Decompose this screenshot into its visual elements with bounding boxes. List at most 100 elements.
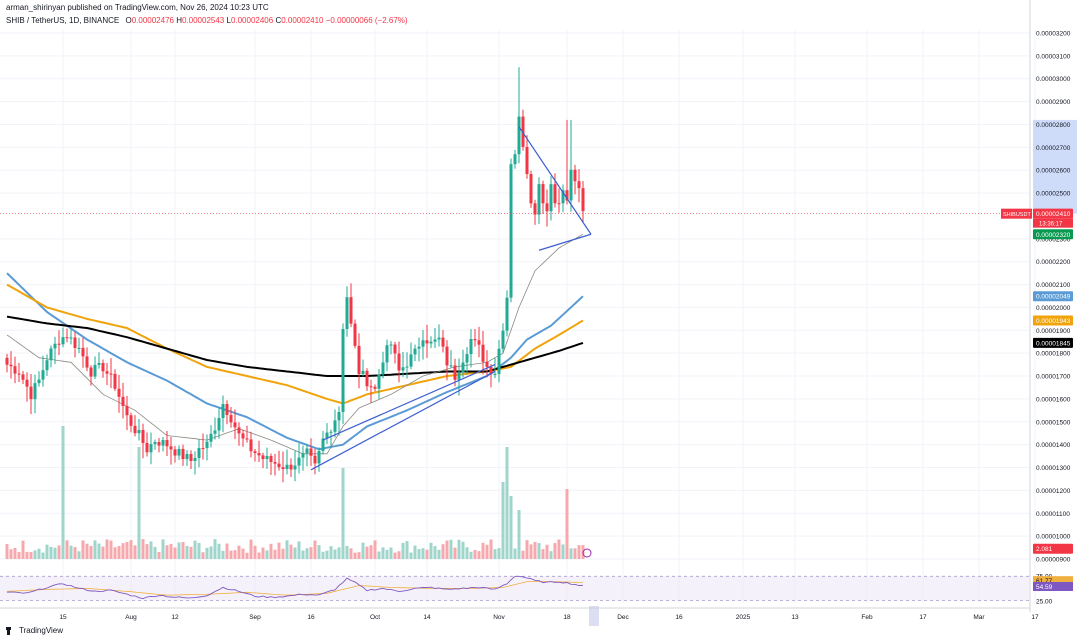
price-tick-label: 0.00001900	[1036, 328, 1071, 335]
volume-bar	[437, 549, 441, 559]
volume-bar	[65, 540, 69, 559]
candle-body	[125, 405, 129, 416]
volume-bar	[201, 552, 205, 559]
candle-body	[21, 374, 25, 380]
candle-body	[121, 396, 125, 406]
candle-body	[381, 362, 385, 375]
volume-bar	[413, 545, 417, 559]
change-value: −0.00000066 (−2.67%)	[325, 16, 408, 25]
price-tick-label: 0.00001400	[1036, 442, 1071, 449]
candle-body	[541, 184, 545, 204]
trendline	[518, 126, 592, 235]
candle-body	[273, 461, 277, 464]
volume-bar	[177, 542, 181, 559]
candle-body	[393, 344, 397, 354]
volume-bar	[189, 546, 193, 559]
volume-bar	[537, 543, 541, 559]
volume-bar	[505, 447, 509, 559]
symbol-legend: SHIB / TetherUS, 1D, BINANCE O0.00002476…	[6, 16, 408, 25]
candle-body	[485, 361, 489, 367]
candle-body	[41, 370, 45, 380]
volume-bar	[257, 552, 261, 559]
volume-bar	[329, 546, 333, 559]
open-label: O	[125, 16, 132, 25]
candle-body	[221, 404, 225, 419]
volume-bar	[237, 545, 241, 559]
time-axis-labels: 15 Aug 12 Sep 16 Oct 14 Nov 18 Dec 16 2025 13 Feb 17 Ma…	[59, 614, 1039, 621]
volume-bar	[169, 543, 173, 559]
candle-body	[437, 337, 441, 340]
candle-body	[185, 453, 189, 460]
candle-body	[181, 448, 185, 460]
price-tick-label: 0.00001800	[1036, 351, 1071, 358]
candle-body	[281, 467, 285, 470]
volume-bar	[81, 540, 85, 559]
time-tick-label: Sep	[249, 614, 261, 621]
volume-bar	[33, 550, 37, 559]
price-badge-value: 0.00002410	[1036, 211, 1071, 218]
trendline	[538, 233, 592, 251]
candle-body	[73, 337, 77, 348]
volume-bar	[129, 540, 133, 559]
volume-bar	[313, 540, 317, 559]
candle-body	[333, 420, 337, 432]
candle-body	[533, 203, 537, 215]
price-badge-value: 0.00001845	[1036, 340, 1071, 347]
candle-body	[433, 339, 437, 342]
candle-body	[117, 388, 121, 397]
candle-body	[445, 346, 449, 366]
candle-body	[477, 340, 481, 345]
volume-bar	[397, 551, 401, 559]
volume-bar	[385, 549, 389, 559]
volume-bar	[549, 551, 553, 559]
candle-body	[113, 373, 117, 389]
candle-body	[337, 411, 341, 421]
candle-body	[277, 463, 281, 468]
rsi-badge-value: 54.59	[1036, 584, 1053, 591]
current-period-highlight	[589, 606, 599, 626]
candle-body	[33, 383, 37, 400]
volume-bar	[241, 548, 245, 559]
volume-bar	[309, 547, 313, 559]
volume-bar	[425, 549, 429, 559]
price-tick-label: 0.00001300	[1036, 465, 1071, 472]
volume-bar	[465, 547, 469, 559]
candle-body	[57, 343, 61, 345]
volume-bar	[469, 551, 473, 559]
trendline	[310, 370, 496, 471]
candle-body	[89, 367, 93, 377]
tradingview-logo[interactable]: TradingView	[6, 626, 63, 635]
price-tick-label: 0.00002700	[1036, 145, 1071, 152]
time-tick-label: Aug	[125, 614, 137, 621]
volume-bar	[141, 539, 145, 559]
candle-body	[401, 367, 405, 371]
volume-bar	[209, 546, 213, 559]
candle-body	[141, 429, 145, 443]
symbol-badge-bg	[1001, 208, 1032, 219]
candle-body	[77, 347, 81, 349]
volume-bar	[529, 544, 533, 559]
candle-body	[285, 464, 289, 470]
candle-body	[361, 370, 365, 375]
candle-body	[17, 373, 21, 375]
price-tick-label: 0.00003000	[1036, 76, 1071, 83]
candle-body	[173, 449, 177, 456]
ma-line-ema_black	[6, 315, 584, 377]
volume-bar	[441, 544, 445, 559]
candle-body	[197, 448, 201, 458]
volume-bar	[273, 549, 277, 559]
price-badge-value: 0.00001943	[1036, 318, 1071, 325]
time-tick-label: 17	[1031, 614, 1039, 621]
rsi-band	[0, 576, 1030, 601]
candle-body	[545, 203, 549, 212]
candle-body	[537, 184, 541, 215]
volume-bar	[181, 542, 185, 559]
candle-body	[565, 190, 569, 201]
price-badge-value: 0.00002049	[1036, 294, 1071, 301]
volume-bar	[457, 539, 461, 559]
volume-bar	[185, 545, 189, 559]
price-tick-label: 0.00002200	[1036, 259, 1071, 266]
ohlc-values: O0.00002476 H0.00002543 L0.00002406 C0.0…	[125, 16, 407, 25]
volume-bar	[9, 549, 13, 559]
